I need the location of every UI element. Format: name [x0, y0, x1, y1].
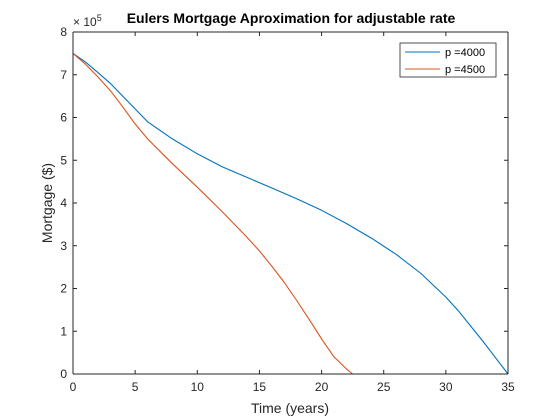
y-exponent-label: × 105 — [73, 13, 102, 29]
x-axis-label: Time (years) — [251, 400, 329, 416]
series-layer — [72, 52, 509, 375]
y-tick-label: 3 — [60, 239, 67, 253]
x-tick-label: 0 — [70, 380, 77, 394]
y-tick-label: 6 — [60, 111, 67, 125]
series-line-1 — [72, 52, 353, 375]
x-tick-label: 5 — [132, 380, 139, 394]
legend-label-p4000: p =4000 — [445, 47, 485, 59]
y-exponent-power: 5 — [97, 13, 102, 23]
x-tick-label: 25 — [377, 380, 391, 394]
plot-area — [73, 32, 508, 374]
ticks-layer: 0 5 10 15 20 25 30 35 0 1 2 3 4 5 6 7 8 — [60, 25, 515, 394]
x-tick-label: 20 — [315, 380, 329, 394]
chart-title: Eulers Mortgage Aproximation for adjusta… — [127, 10, 456, 26]
y-tick-label: 8 — [60, 25, 67, 39]
x-tick-label: 15 — [253, 380, 267, 394]
y-exponent-base: × 10 — [73, 15, 97, 29]
legend: p =4000 p =4500 — [399, 42, 497, 78]
y-tick-label: 4 — [60, 196, 67, 210]
y-axis-label: Mortgage ($) — [39, 163, 55, 243]
y-tick-label: 5 — [60, 153, 67, 167]
series-line-0 — [72, 52, 509, 375]
y-tick-label: 2 — [60, 282, 67, 296]
y-tick-label: 1 — [60, 324, 67, 338]
legend-box — [399, 42, 497, 78]
legend-label-p4500: p =4500 — [445, 64, 485, 76]
x-tick-label: 30 — [439, 380, 453, 394]
y-tick-label: 7 — [60, 68, 67, 82]
x-tick-label: 10 — [191, 380, 205, 394]
y-tick-label: 0 — [60, 367, 67, 381]
x-tick-label: 35 — [501, 380, 515, 394]
